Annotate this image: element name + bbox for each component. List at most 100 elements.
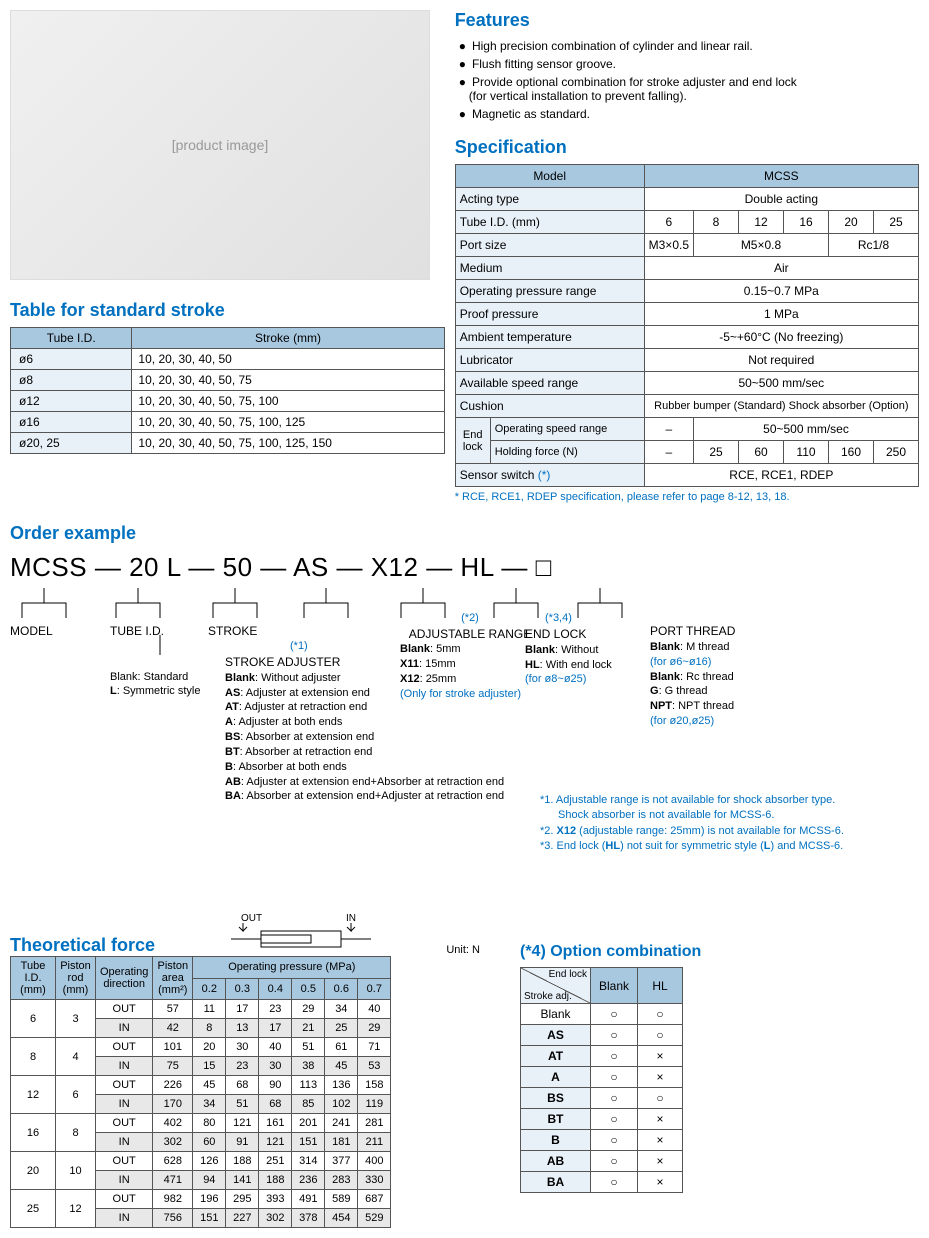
spec-row-label: Proof pressure [455,303,644,326]
tf-val: 71 [358,1038,391,1057]
tf-val: 17 [226,1000,259,1019]
tf-press-col: 0.7 [358,978,391,1000]
stroke-tube: ø12 [11,391,132,412]
tf-val: 454 [325,1209,358,1228]
tf-tube: 20 [11,1152,56,1190]
tf-val: 101 [153,1038,193,1057]
spec-cell: Rubber bumper (Standard) Shock absorber … [644,395,918,418]
spec-cell: – [644,441,693,464]
tf-val: 687 [358,1190,391,1209]
stroke-h1: Stroke (mm) [132,328,444,349]
tf-val: 158 [358,1076,391,1095]
tf-val: 283 [325,1171,358,1190]
product-image: [product image] [10,10,430,280]
svg-text:OUT: OUT [241,913,262,924]
tf-title: Theoretical force [10,935,155,956]
order-diagram: MODEL TUBE I.D. Blank: Standard L: Symme… [10,583,919,913]
spec-cell: 6 [644,211,693,234]
spec-row-label: Medium [455,257,644,280]
stroke-tube: ø20, 25 [11,433,132,454]
tf-rod: 8 [56,1114,96,1152]
opt-cell: × [638,1109,683,1130]
tf-val: 151 [292,1133,325,1152]
tf-val: 53 [358,1057,391,1076]
opt-cell: ○ [638,1088,683,1109]
opt-cell: × [638,1067,683,1088]
order-notes: *1. Adjustable range is not available fo… [540,793,920,855]
tf-val: 181 [325,1133,358,1152]
tf-dir: OUT [96,1152,153,1171]
opt-row-label: B [521,1130,591,1151]
tf-h: Tube I.D. (mm) [11,957,56,1000]
tf-val: 241 [325,1114,358,1133]
spec-cell: 8 [694,211,739,234]
tf-tube: 12 [11,1076,56,1114]
opt-cell: ○ [591,1046,638,1067]
spec-row-label: Operating speed range [490,418,644,441]
opt-row-label: A [521,1067,591,1088]
tf-val: 491 [292,1190,325,1209]
spec-title: Specification [455,137,919,158]
order-code: MCSS — 20 L — 50 — AS — X12 — HL — □ [10,552,919,583]
tf-val: 21 [292,1019,325,1038]
opt-cell: ○ [591,1172,638,1193]
tf-val: 170 [153,1095,193,1114]
tf-dir: OUT [96,1076,153,1095]
features-list: High precision combination of cylinder a… [455,37,919,123]
tf-val: 119 [358,1095,391,1114]
tf-dir: OUT [96,1190,153,1209]
tf-val: 11 [193,1000,226,1019]
opt-cell: ○ [591,1025,638,1046]
tf-val: 295 [226,1190,259,1209]
spec-row-label: Operating pressure range [455,280,644,303]
tf-table: Tube I.D. (mm) Piston rod (mm) Operating… [10,956,391,1228]
tf-h: Operating direction [96,957,153,1000]
tf-val: 45 [193,1076,226,1095]
tf-val: 94 [193,1171,226,1190]
tf-val: 8 [193,1019,226,1038]
spec-cell: 12 [739,211,784,234]
opt-row-label: AS [521,1025,591,1046]
stroke-values: 10, 20, 30, 40, 50, 75, 100, 125 [132,412,444,433]
tf-dir: IN [96,1133,153,1152]
tf-h: Piston area (mm²) [153,957,193,1000]
spec-cell: M5×0.8 [694,234,829,257]
stroke-title: Table for standard stroke [10,300,445,321]
tf-dir: IN [96,1209,153,1228]
opt-cell: ○ [638,1025,683,1046]
tf-val: 251 [259,1152,292,1171]
tf-val: 188 [259,1171,292,1190]
spec-model-value: MCSS [644,165,918,188]
tf-val: 136 [325,1076,358,1095]
tf-val: 42 [153,1019,193,1038]
opt-cell: × [638,1046,683,1067]
tf-val: 40 [358,1000,391,1019]
tf-press-col: 0.3 [226,978,259,1000]
tf-val: 756 [153,1209,193,1228]
tf-press-col: 0.2 [193,978,226,1000]
order-label-adjuster: STROKE ADJUSTER [225,655,340,669]
order-title: Order example [10,523,919,544]
tf-val: 51 [226,1095,259,1114]
stroke-h0: Tube I.D. [11,328,132,349]
tf-unit: Unit: N [446,944,480,956]
opt-cell: ○ [591,1109,638,1130]
tf-tube: 6 [11,1000,56,1038]
spec-cell: Not required [644,349,918,372]
tf-rod: 4 [56,1038,96,1076]
spec-cell: -5~+60°C (No freezing) [644,326,918,349]
opt-cell: ○ [591,1067,638,1088]
stroke-tube: ø8 [11,370,132,391]
spec-row-label: Holding force (N) [490,441,644,464]
tf-h: Operating pressure (MPa) [193,957,391,979]
tf-val: 90 [259,1076,292,1095]
opt-table: End lock Stroke adj. Blank HL Blank○○AS○… [520,967,683,1193]
tf-val: 13 [226,1019,259,1038]
stroke-values: 10, 20, 30, 40, 50, 75, 100 [132,391,444,412]
spec-row-label: Available speed range [455,372,644,395]
order-label-model: MODEL [10,624,53,638]
spec-row-label: Sensor switch (*) [455,464,644,487]
feature-item: High precision combination of cylinder a… [459,37,919,55]
order-label-endlock: END LOCK [525,627,586,641]
opt-col: Blank [591,968,638,1004]
